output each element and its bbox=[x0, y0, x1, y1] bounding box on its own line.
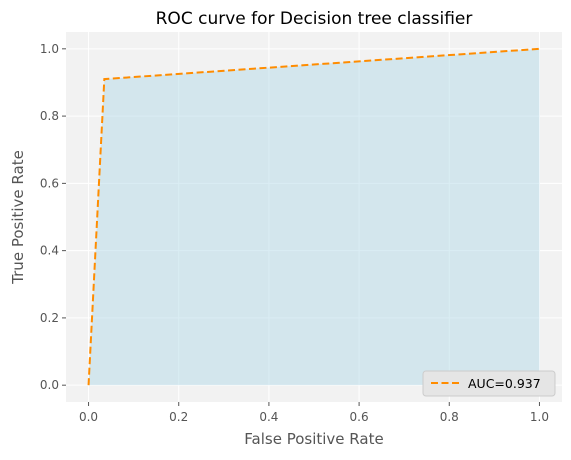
chart-title: ROC curve for Decision tree classifier bbox=[156, 9, 473, 29]
x-tick-label: 0.8 bbox=[440, 410, 459, 424]
x-axis-ticks: 0.0 0.2 0.4 0.6 0.8 1.0 bbox=[79, 402, 549, 424]
roc-curve-line bbox=[87, 47, 540, 386]
legend: AUC=0.937 bbox=[422, 370, 556, 397]
x-tick-label: 1.0 bbox=[530, 410, 549, 424]
grid bbox=[66, 32, 562, 402]
x-tick-label: 0.4 bbox=[259, 410, 278, 424]
y-tick-label: 0.8 bbox=[40, 109, 59, 123]
y-axis-label: True Positive Rate bbox=[9, 150, 27, 285]
x-tick-label: 0.2 bbox=[169, 410, 188, 424]
y-axis-ticks: 0.0 0.2 0.4 0.6 0.8 1.0 bbox=[40, 42, 66, 392]
y-tick-label: 0.2 bbox=[40, 311, 59, 325]
y-tick-label: 0.6 bbox=[40, 176, 59, 190]
legend-box bbox=[422, 370, 556, 397]
auc-area-fill bbox=[88, 48, 540, 386]
y-tick-label: 0.4 bbox=[40, 244, 59, 258]
legend-label: AUC=0.937 bbox=[468, 376, 541, 391]
x-tick-label: 0.0 bbox=[79, 410, 98, 424]
x-axis-label: False Positive Rate bbox=[244, 430, 383, 448]
x-tick-label: 0.6 bbox=[350, 410, 369, 424]
plot-area bbox=[66, 32, 562, 402]
y-tick-label: 0.0 bbox=[40, 378, 59, 392]
y-tick-label: 1.0 bbox=[40, 42, 59, 56]
